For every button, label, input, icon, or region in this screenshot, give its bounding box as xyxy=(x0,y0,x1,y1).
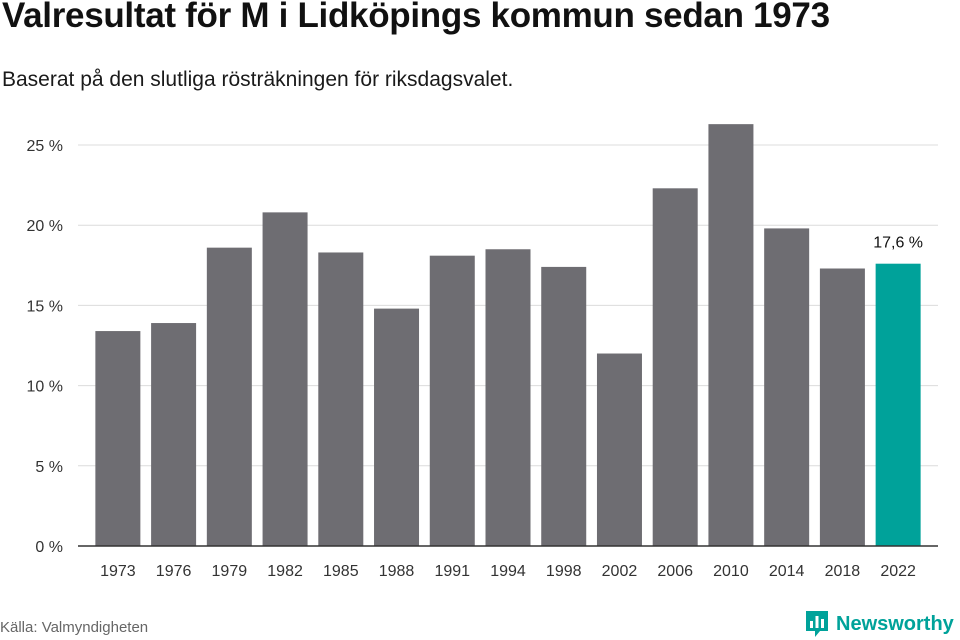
data-label: 17,6 % xyxy=(873,235,923,252)
chart-title: Valresultat för M i Lidköpings kommun se… xyxy=(2,0,830,35)
y-tick-label: 10 % xyxy=(27,379,63,396)
x-tick-label: 1985 xyxy=(323,563,359,580)
bar xyxy=(596,353,642,546)
x-tick-label: 1973 xyxy=(100,563,136,580)
axes: 0 % 5 % 10 % 15 % 20 % 25 % 1973 1976 1979 1982 19… xyxy=(27,138,938,580)
x-tick-label: 2010 xyxy=(713,563,749,580)
bar xyxy=(262,212,308,547)
bar xyxy=(206,247,252,546)
y-tick-label: 15 % xyxy=(27,298,63,315)
x-tick-label: 1991 xyxy=(434,563,470,580)
bar-chart: 0 % 5 % 10 % 15 % 20 % 25 % 1973 1976 1979 1982 19… xyxy=(27,124,938,580)
y-tick-label: 0 % xyxy=(35,539,63,556)
brand-name: Newsworthy xyxy=(836,612,954,635)
x-tick-label: 2002 xyxy=(602,563,638,580)
bar xyxy=(764,228,810,546)
bar xyxy=(485,249,531,546)
x-tick-label: 2006 xyxy=(657,563,693,580)
bars xyxy=(95,124,921,547)
source-note: Källa: Valmyndigheten xyxy=(0,619,149,636)
data-labels: 17,6 % xyxy=(873,235,923,252)
bar xyxy=(708,124,754,546)
y-tick-label: 25 % xyxy=(27,138,63,155)
bar xyxy=(429,255,475,546)
x-tick-label: 2018 xyxy=(825,563,861,580)
bar xyxy=(318,252,364,546)
bar xyxy=(95,331,141,546)
x-tick-label: 2022 xyxy=(880,563,916,580)
bar xyxy=(541,266,587,546)
x-tick-label: 1994 xyxy=(490,563,526,580)
x-tick-label: 1976 xyxy=(156,563,192,580)
bar xyxy=(151,323,197,546)
y-tick-label: 5 % xyxy=(35,459,63,476)
bar xyxy=(374,308,420,546)
x-tick-label: 2014 xyxy=(769,563,805,580)
bar xyxy=(652,188,698,547)
x-tick-label: 1988 xyxy=(379,563,415,580)
x-tick-label: 1998 xyxy=(546,563,582,580)
newsworthy-logo-icon xyxy=(806,611,828,637)
y-tick-label: 20 % xyxy=(27,218,63,235)
chart-subtitle: Baserat på den slutliga rösträkningen fö… xyxy=(2,68,514,91)
x-tick-label: 1979 xyxy=(212,563,248,580)
x-tick-label: 1982 xyxy=(267,563,303,580)
bar xyxy=(875,263,921,546)
brand-logo: Newsworthy xyxy=(804,609,954,639)
bar xyxy=(819,268,865,546)
